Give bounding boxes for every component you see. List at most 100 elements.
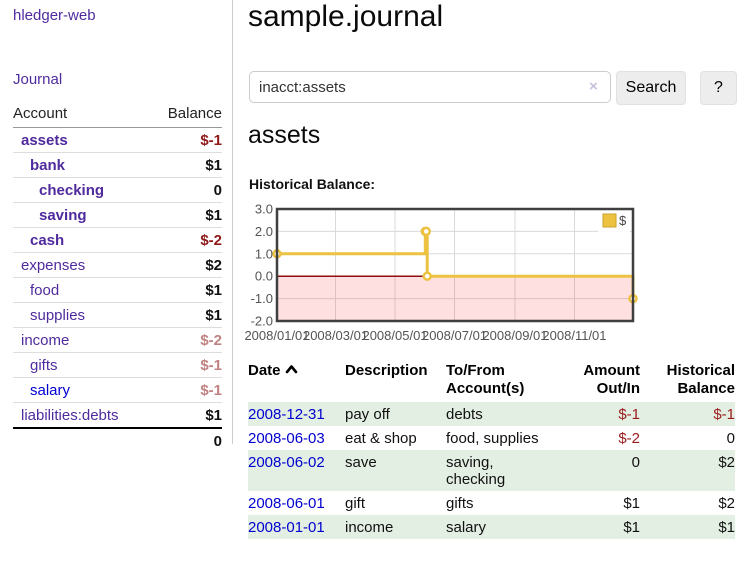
register-header-row: Date Description To/From Account(s) Amou… [248,362,735,402]
amount-cell: $1 [555,515,640,539]
account-balance: $1 [205,282,222,299]
page-title: sample.journal [248,0,443,34]
accounts-total-row: 0 [13,427,222,453]
account-row: assets$-1 [13,128,222,153]
transaction-date-link[interactable]: 2008-06-03 [248,430,325,447]
legend-label: $ [619,213,627,228]
amount-cell: $1 [555,491,640,515]
balance-cell: 0 [640,426,735,450]
register-header-date[interactable]: Date [248,362,345,402]
table-row: 2008-06-03 eat & shopfood, supplies$-20 [248,426,735,450]
chart-label: Historical Balance: [249,176,375,192]
accounts-cell: gifts [446,491,555,515]
account-row: liabilities:debts $1 [13,403,222,427]
account-link[interactable]: food [13,282,59,299]
x-tick-label: 2008/11/01 [542,328,606,343]
account-link[interactable]: expenses [13,257,85,274]
x-tick-label: 2008/05/01 [362,328,427,343]
account-row: saving $1 [13,203,222,228]
account-row: bank$1 [13,153,222,178]
y-tick-label: -2.0 [251,314,273,329]
transaction-date-link[interactable]: 2008-12-31 [248,406,325,423]
y-tick-label: 0.0 [255,269,273,284]
transaction-date-link[interactable]: 2008-06-01 [248,495,325,512]
transaction-date-link[interactable]: 2008-06-02 [248,454,325,471]
register-header-amount: Amount Out/In [555,362,640,402]
date-cell: 2008-06-03 [248,426,345,450]
register-header-date-label: Date [248,362,281,379]
accounts-total-value: 0 [214,433,222,450]
description-cell: income [345,515,446,539]
balance-cell: $2 [640,450,735,491]
amount-cell: $-1 [555,402,640,426]
accounts-cell: saving, checking [446,450,555,491]
account-balance: $1 [205,207,222,224]
account-link[interactable]: income [13,332,69,349]
accounts-header-balance: Balance [168,105,222,122]
account-row: cash $-2 [13,228,222,253]
sort-ascending-icon [285,364,298,374]
account-balance: $1 [205,307,222,324]
help-button[interactable]: ? [700,71,737,105]
register-header-accounts: To/From Account(s) [446,362,555,402]
accounts-cell: debts [446,402,555,426]
account-link[interactable]: saving [13,207,87,224]
account-row: expenses$2 [13,253,222,278]
account-link[interactable]: checking [13,182,104,199]
table-row: 2008-06-02savesaving, checking0$2 [248,450,735,491]
register-header-description: Description [345,362,446,402]
account-row: salary$-1 [13,378,222,403]
account-row: income $-2 [13,328,222,353]
balance-cell: $-1 [640,402,735,426]
data-point-marker [423,228,430,235]
clear-search-icon[interactable]: × [589,78,598,96]
nav-journal-link[interactable]: Journal [13,71,62,88]
historical-balance-chart: $3.02.01.00.0-1.0-2.02008/01/012008/03/0… [240,199,742,347]
account-balance: $-1 [200,357,222,374]
amount-cell: 0 [555,450,640,491]
legend-swatch [603,214,616,227]
account-link[interactable]: liabilities:debts [13,407,119,424]
table-row: 2008-06-01 giftgifts$1$2 [248,491,735,515]
account-row: checking 0 [13,178,222,203]
account-link[interactable]: cash [13,232,64,249]
account-balance: $-2 [200,332,222,349]
y-tick-label: 1.0 [255,246,273,261]
account-row: food $1 [13,278,222,303]
accounts-panel: Account Balance assets$-1bank$1checking0… [13,103,222,453]
date-cell: 2008-06-01 [248,491,345,515]
accounts-cell: salary [446,515,555,539]
transaction-date-link[interactable]: 2008-01-01 [248,519,325,536]
balance-cell: $1 [640,515,735,539]
account-balance: $1 [205,407,222,424]
account-balance: 0 [214,182,222,199]
description-cell: eat & shop [345,426,446,450]
account-link[interactable]: gifts [13,357,58,374]
account-row: supplies $1 [13,303,222,328]
x-tick-label: 2008/07/01 [422,328,487,343]
account-link[interactable]: bank [13,157,65,174]
table-row: 2008-12-31pay offdebts$-1$-1 [248,402,735,426]
description-cell: gift [345,491,446,515]
description-cell: pay off [345,402,446,426]
app-brand-link[interactable]: hledger-web [13,7,96,24]
y-tick-label: 2.0 [255,224,273,239]
account-link[interactable]: assets [13,132,68,149]
register-table: Date Description To/From Account(s) Amou… [248,362,735,539]
negative-region [277,276,633,321]
search-input[interactable] [249,71,611,103]
table-row: 2008-01-01incomesalary$1$1 [248,515,735,539]
y-tick-label: 3.0 [255,202,273,217]
account-balance: $-2 [200,232,222,249]
x-tick-label: 2008/03/01 [303,328,368,343]
sidebar: hledger-web Journal Account Balance asse… [0,0,233,444]
x-tick-label: 2008/01/01 [244,328,309,343]
account-link[interactable]: salary [13,382,70,399]
amount-cell: $-2 [555,426,640,450]
search-button[interactable]: Search [616,71,686,105]
account-link[interactable]: supplies [13,307,85,324]
date-cell: 2008-12-31 [248,402,345,426]
balance-cell: $2 [640,491,735,515]
accounts-cell: food, supplies [446,426,555,450]
accounts-header-account: Account [13,105,67,122]
